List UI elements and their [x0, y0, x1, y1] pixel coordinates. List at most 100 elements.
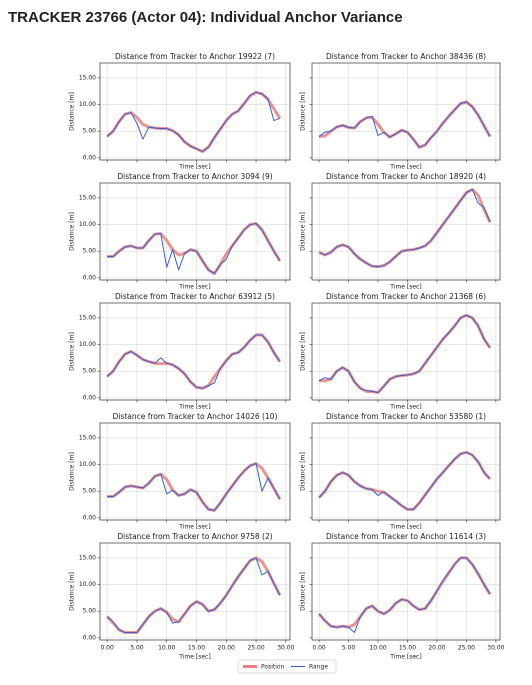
y-tick-label: 5.00 [83, 248, 97, 255]
x-tick-label: 10.00 [158, 645, 175, 652]
y-tick-label: 15.00 [79, 434, 96, 441]
x-tick-label: 25.00 [458, 645, 475, 652]
subplot: Distance from Tracker to Anchor 21368 (6… [300, 292, 501, 411]
y-axis-label: Distance [m] [69, 92, 76, 131]
x-tick-label: 30.00 [487, 645, 504, 652]
axes-frame [99, 302, 291, 401]
y-tick-label: 5.00 [83, 368, 97, 375]
y-tick-label: 10.00 [79, 101, 96, 108]
series-line [107, 223, 281, 275]
series-line [318, 451, 491, 510]
series-line [106, 557, 281, 634]
x-axis-label: Time [sec] [389, 524, 421, 531]
y-axis-label: Distance [m] [300, 452, 307, 491]
y-tick-label: 5.00 [83, 488, 97, 495]
y-axis-label: Distance [m] [69, 452, 76, 491]
x-axis-label: Time [sec] [178, 404, 210, 411]
y-axis-label: Distance [m] [69, 332, 76, 371]
x-tick-label: 10.00 [369, 645, 386, 652]
axes-frame [311, 422, 501, 521]
y-tick-label: 15.00 [79, 74, 96, 81]
series-line [318, 188, 491, 268]
y-axis-label: Distance [m] [69, 212, 76, 251]
subplot: Distance from Tracker to Anchor 63912 (5… [69, 292, 291, 411]
x-tick-label: 0.00 [100, 645, 114, 652]
axes-frame [99, 182, 291, 281]
subplot-title: Distance from Tracker to Anchor 38436 (8… [326, 52, 486, 61]
subplot-title: Distance from Tracker to Anchor 63912 (5… [115, 292, 275, 301]
series-line [318, 557, 491, 634]
axes-frame [99, 542, 291, 641]
y-tick-label: 5.00 [83, 128, 97, 135]
subplot-title: Distance from Tracker to Anchor 9758 (2) [117, 532, 272, 541]
x-tick-label: 0.00 [312, 645, 326, 652]
axes-frame [311, 302, 501, 401]
series-line [106, 91, 281, 152]
y-tick-label: 0.00 [83, 154, 97, 161]
legend: Position Range [237, 659, 337, 674]
axes-frame [99, 422, 291, 521]
subplot-title: Distance from Tracker to Anchor 21368 (6… [326, 292, 486, 301]
y-tick-label: 10.00 [79, 581, 96, 588]
subplot: Distance from Tracker to Anchor 18920 (4… [300, 172, 501, 291]
x-tick-label: 15.00 [188, 645, 205, 652]
subplot-title: Distance from Tracker to Anchor 53580 (1… [326, 412, 486, 421]
x-tick-label: 20.00 [218, 645, 235, 652]
subplot-title: Distance from Tracker to Anchor 14026 (1… [113, 412, 278, 421]
y-tick-label: 0.00 [83, 514, 97, 521]
y-axis-label: Distance [m] [300, 332, 307, 371]
y-axis-label: Distance [m] [300, 212, 307, 251]
x-axis-label: Time [sec] [389, 654, 421, 661]
series-line [318, 101, 491, 148]
axes-frame [311, 62, 501, 161]
x-tick-label: 30.00 [277, 645, 294, 652]
y-axis-label: Distance [m] [69, 572, 76, 611]
y-tick-label: 10.00 [79, 341, 96, 348]
subplot: Distance from Tracker to Anchor 53580 (1… [300, 412, 501, 531]
subplot: Distance from Tracker to Anchor 38436 (8… [300, 52, 501, 171]
subplot-title: Distance from Tracker to Anchor 19922 (7… [115, 52, 275, 61]
x-tick-label: 20.00 [428, 645, 445, 652]
axes-frame [99, 62, 291, 161]
y-tick-label: 0.00 [83, 394, 97, 401]
x-tick-label: 15.00 [399, 645, 416, 652]
y-tick-label: 15.00 [79, 194, 96, 201]
figure-title: TRACKER 23766 (Actor 04): Individual Anc… [8, 9, 403, 26]
y-axis-label: Distance [m] [300, 572, 307, 611]
y-tick-label: 5.00 [83, 608, 97, 615]
x-axis-label: Time [sec] [178, 284, 210, 291]
y-tick-label: 10.00 [79, 221, 96, 228]
x-axis-label: Time [sec] [389, 164, 421, 171]
subplot-title: Distance from Tracker to Anchor 18920 (4… [326, 172, 486, 181]
x-axis-label: Time [sec] [389, 404, 421, 411]
legend-label: Position [261, 664, 285, 671]
y-tick-label: 15.00 [79, 554, 96, 561]
legend-frame [237, 659, 337, 674]
subplot-title: Distance from Tracker to Anchor 3094 (9) [117, 172, 272, 181]
subplot: Distance from Tracker to Anchor 19922 (7… [69, 52, 291, 171]
x-tick-label: 25.00 [247, 645, 264, 652]
series-line [106, 334, 281, 389]
y-tick-label: 10.00 [79, 461, 96, 468]
legend-label: Range [309, 664, 328, 671]
x-axis-label: Time [sec] [389, 284, 421, 291]
x-axis-label: Time [sec] [178, 164, 210, 171]
subplot: Distance from Tracker to Anchor 14026 (1… [69, 412, 291, 531]
subplot: Distance from Tracker to Anchor 11614 (3… [300, 532, 505, 661]
y-tick-label: 15.00 [79, 314, 96, 321]
x-tick-label: 5.00 [342, 645, 356, 652]
axes-frame [311, 542, 501, 641]
x-tick-label: 5.00 [130, 645, 144, 652]
axes-frame [311, 182, 501, 281]
series-line [107, 463, 281, 511]
y-axis-label: Distance [m] [300, 92, 307, 131]
subplot-title: Distance from Tracker to Anchor 11614 (3… [326, 532, 486, 541]
x-axis-label: Time [sec] [178, 654, 210, 661]
series-line [318, 314, 491, 394]
subplot: Distance from Tracker to Anchor 9758 (2)… [69, 532, 295, 661]
y-tick-label: 0.00 [83, 634, 97, 641]
x-axis-label: Time [sec] [178, 524, 210, 531]
y-tick-label: 0.00 [83, 274, 97, 281]
subplot: Distance from Tracker to Anchor 3094 (9)… [69, 172, 291, 291]
